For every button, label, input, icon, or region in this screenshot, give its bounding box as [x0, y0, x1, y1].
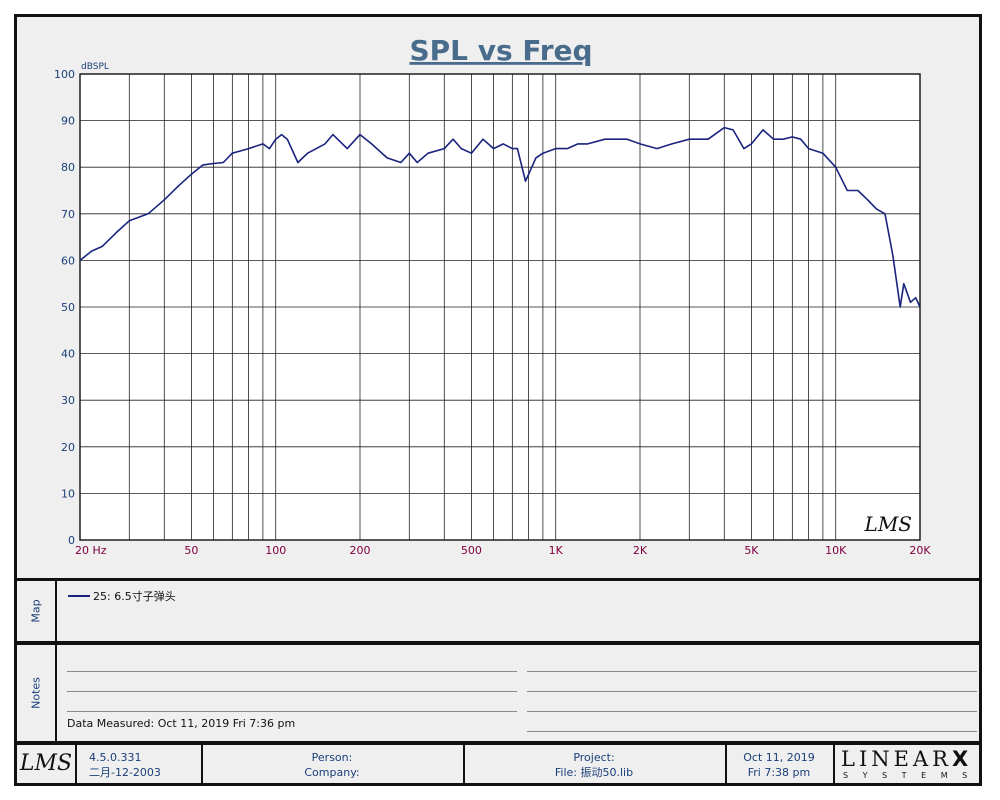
y-tick-label: 60	[61, 254, 75, 267]
y-tick-label: 0	[68, 534, 75, 547]
notes-line	[527, 731, 977, 732]
notes-line	[527, 671, 977, 672]
x-tick-label: 100	[265, 544, 286, 557]
linearx-brand: LINEAR	[841, 747, 952, 771]
map-label-box: Map	[17, 581, 57, 641]
y-tick-label: 20	[61, 441, 75, 454]
notes-line	[67, 671, 517, 672]
y-tick-label: 90	[61, 115, 75, 128]
spl-curve	[79, 126, 921, 308]
notes-line	[527, 691, 977, 692]
map-label: Map	[29, 599, 43, 623]
y-tick-label: 30	[61, 394, 75, 407]
notes-line	[67, 711, 517, 712]
project: Project:	[573, 751, 615, 764]
y-tick-label: 40	[61, 348, 75, 361]
lms-logo: LMS	[19, 751, 73, 776]
x-tick-label: 5K	[744, 544, 759, 557]
lms-watermark: LMS	[864, 512, 912, 536]
footer-logo-cell: LMS	[17, 745, 77, 783]
footer-person-cell: Person: Company:	[201, 745, 465, 783]
footer-time: Fri 7:38 pm	[747, 766, 811, 779]
footer-date-cell: Oct 11, 2019 Fri 7:38 pm	[725, 745, 835, 783]
spl-chart: 0 10 20 30 40 50 60 70 80 90 100 20 Hz 50 100 200 500 1K…	[54, 34, 931, 557]
notes-line	[67, 691, 517, 692]
footer-project-cell: Project: File: 振动50.lib	[463, 745, 727, 783]
x-tick-label: 20K	[909, 544, 931, 557]
data-measured: Data Measured: Oct 11, 2019 Fri 7:36 pm	[67, 717, 296, 730]
y-tick-label: 50	[61, 301, 75, 314]
linearx-systems: S Y S T E M S	[843, 771, 974, 780]
legend-swatch	[68, 595, 90, 597]
x-tick-label: 1K	[549, 544, 564, 557]
chart-title: SPL vs Freq	[409, 34, 592, 67]
footer: LMS 4.5.0.331 二月-12-2003 Person: Company…	[14, 742, 982, 786]
x-tick-label: 10K	[825, 544, 847, 557]
footer-version-cell: 4.5.0.331 二月-12-2003	[75, 745, 203, 783]
x-tick-label: 200	[350, 544, 371, 557]
notes-section: Notes Data Measured: Oct 11, 2019 Fri 7:…	[14, 642, 982, 744]
y-tick-label: 10	[61, 487, 75, 500]
file-name: File: 振动50.lib	[554, 766, 634, 779]
build-date: 二月-12-2003	[89, 766, 161, 779]
notes-label-box: Notes	[17, 645, 57, 741]
legend-entry: 25: 6.5寸子弹头	[93, 590, 176, 603]
x-tick-label: 20 Hz	[75, 544, 107, 557]
x-tick-label: 2K	[633, 544, 648, 557]
x-tick-label: 500	[461, 544, 482, 557]
map-section: Map 25: 6.5寸子弹头	[14, 578, 982, 644]
notes-label: Notes	[29, 677, 43, 709]
x-tick-label: 50	[184, 544, 198, 557]
linearx-mark: X	[951, 747, 973, 771]
footer-date: Oct 11, 2019	[743, 751, 815, 764]
y-tick-label: 80	[61, 161, 75, 174]
y-tick-label: 70	[61, 208, 75, 221]
linearx-logo: LINEARX S Y S T E M S	[833, 745, 979, 783]
company: Company:	[304, 766, 360, 779]
version: 4.5.0.331	[89, 751, 142, 764]
y-tick-label: 100	[54, 68, 75, 81]
notes-line	[527, 711, 977, 712]
y-axis-label: dBSPL	[81, 62, 109, 72]
person: Person:	[311, 751, 353, 764]
